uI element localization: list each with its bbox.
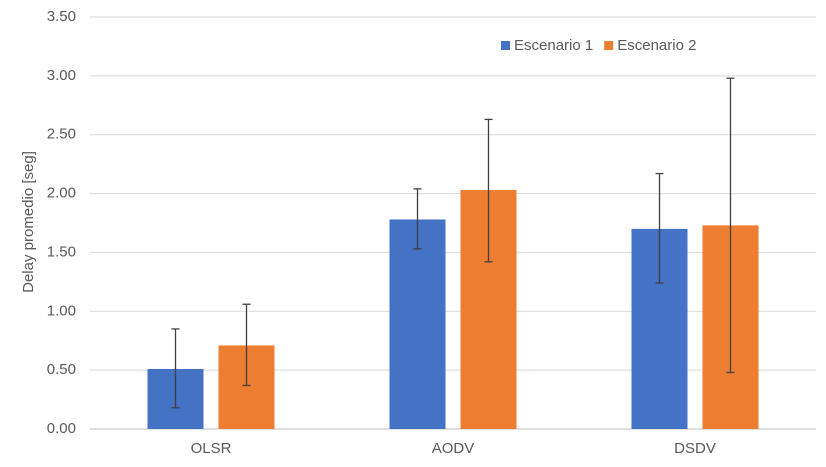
legend-label: Escenario 1	[514, 37, 593, 54]
error-bars-layer	[171, 77, 735, 409]
y-axis-ticks: 0.00 0.50 1.00 1.50 2.00 2.50 3.00 3.50	[47, 8, 76, 437]
x-category-label: AODV	[432, 440, 475, 457]
y-tick-label: 1.00	[47, 302, 76, 319]
y-axis-label: Delay promedio [seg]	[20, 151, 37, 293]
legend-swatch	[501, 41, 510, 50]
y-tick-label: 2.50	[47, 126, 76, 143]
bars-layer	[147, 190, 759, 429]
legend: Escenario 1 Escenario 2	[501, 37, 696, 54]
y-tick-label: 3.00	[47, 67, 76, 84]
grid-layer	[90, 16, 816, 430]
x-category-label: DSDV	[674, 440, 716, 457]
y-tick-label: 2.00	[47, 185, 76, 202]
y-tick-label: 0.00	[47, 420, 76, 437]
legend-label: Escenario 2	[617, 37, 696, 54]
y-tick-label: 0.50	[47, 361, 76, 378]
bar	[389, 219, 446, 429]
legend-swatch	[604, 41, 614, 50]
x-axis-categories: OLSR AODV DSDV	[191, 440, 716, 457]
y-tick-label: 1.50	[47, 243, 76, 260]
y-tick-label: 3.50	[47, 8, 76, 25]
x-category-label: OLSR	[191, 440, 232, 457]
